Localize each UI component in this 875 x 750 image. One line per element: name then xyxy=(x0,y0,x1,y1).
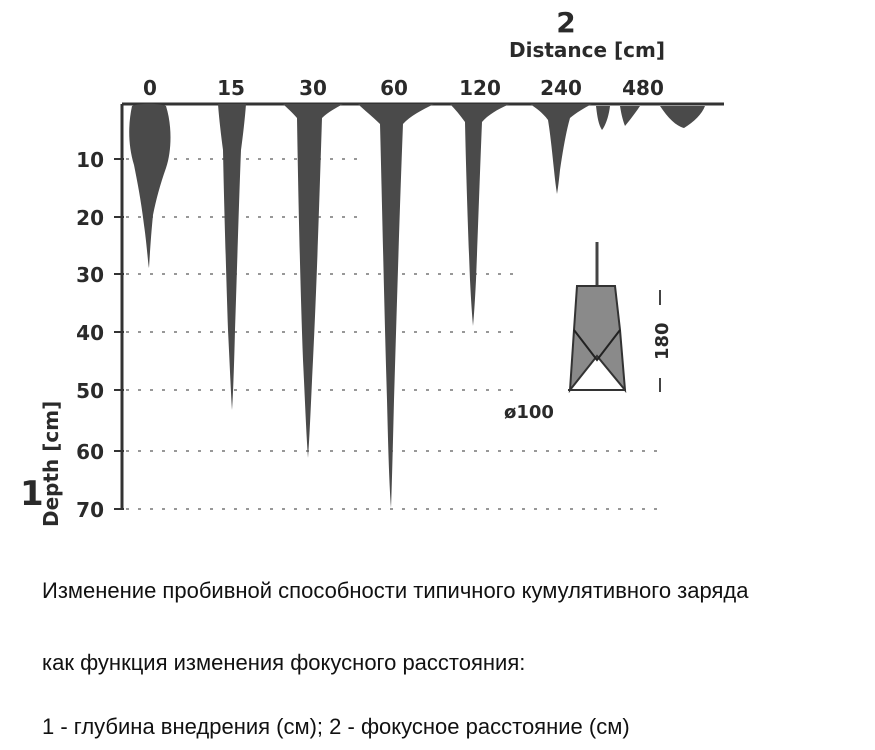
shaped-charge-inset: ø100 180 xyxy=(504,242,673,423)
depth-axis-marker: 1 xyxy=(20,474,44,514)
charge-diameter-label: ø100 xyxy=(504,402,554,423)
crater-240cm xyxy=(530,104,592,194)
depth-tick-label: 60 xyxy=(76,440,104,464)
distance-tick-label: 15 xyxy=(217,76,245,100)
crater-0cm xyxy=(129,103,171,268)
depth-tick-label: 20 xyxy=(76,206,104,230)
distance-tick-label: 0 xyxy=(143,76,157,100)
depth-ticks xyxy=(114,158,124,510)
penetration-diagram: 10 20 30 40 50 60 70 1 Depth [cm] 2 Dist… xyxy=(20,6,724,527)
depth-axis-label: Depth [cm] xyxy=(39,401,63,527)
crater-120cm xyxy=(450,104,510,326)
depth-tick-label: 70 xyxy=(76,498,104,522)
crater-15cm xyxy=(218,104,246,410)
depth-tick-label: 50 xyxy=(76,379,104,403)
distance-axis-label: Distance [cm] xyxy=(509,38,665,62)
crater-60cm xyxy=(358,104,434,508)
charge-height-label: 180 xyxy=(652,322,673,360)
distance-tick-label: 120 xyxy=(459,76,501,100)
distance-tick-label: 30 xyxy=(299,76,327,100)
crater-30cm xyxy=(283,104,343,458)
depth-tick-label: 40 xyxy=(76,321,104,345)
depth-tick-label: 10 xyxy=(76,148,104,172)
caption-line-2: как функция изменения фокусного расстоян… xyxy=(42,650,526,675)
distance-axis-marker: 2 xyxy=(556,6,575,39)
distance-tick-label: 60 xyxy=(380,76,408,100)
depth-tick-label: 30 xyxy=(76,263,104,287)
distance-tick-label: 480 xyxy=(622,76,664,100)
caption-line-3: 1 - глубина внедрения (см); 2 - фокусное… xyxy=(42,714,630,739)
distance-tick-label: 240 xyxy=(540,76,582,100)
crater-480cm xyxy=(596,106,705,130)
caption-line-1: Изменение пробивной способности типичног… xyxy=(42,578,749,603)
